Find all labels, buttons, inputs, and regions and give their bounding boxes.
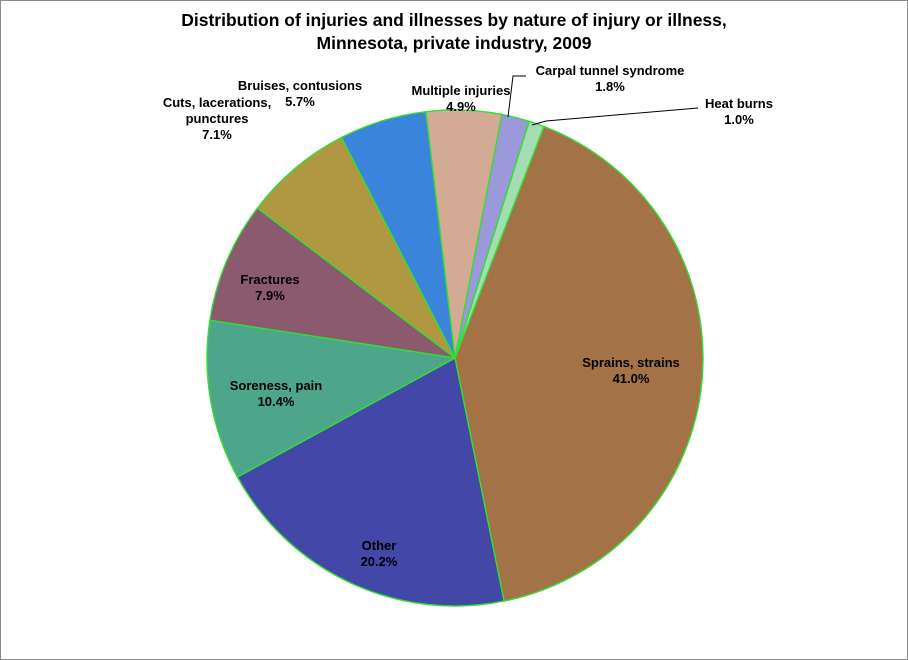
slice-label-bruises-contusions: Bruises, contusions xyxy=(238,78,362,93)
slice-label-sprains-strains: Sprains, strains xyxy=(582,355,680,370)
slice-label-other: Other xyxy=(362,538,397,553)
slice-percent-soreness-pain: 10.4% xyxy=(258,394,295,409)
slice-percent-heat-burns: 1.0% xyxy=(724,112,754,127)
slice-label-soreness-pain: Soreness, pain xyxy=(230,378,323,393)
slice-percent-carpal-tunnel-syndrome: 1.8% xyxy=(595,79,625,94)
slice-label-cuts-lacerations-punctures-line-1: Cuts, lacerations, xyxy=(163,95,271,110)
slice-label-heat-burns: Heat burns xyxy=(705,96,773,111)
slice-percent-fractures: 7.9% xyxy=(255,288,285,303)
slice-percent-multiple-injuries: 4.9% xyxy=(446,99,476,114)
slice-percent-other: 20.2% xyxy=(361,554,398,569)
pie-slice-fractures xyxy=(209,207,456,359)
leader-line-heat-burns xyxy=(531,107,699,126)
slice-label-cuts-lacerations-punctures-line-2: punctures xyxy=(186,111,249,126)
leader-lines xyxy=(507,75,699,126)
slice-label-multiple-injuries: Multiple injuries xyxy=(412,83,511,98)
pie-slices xyxy=(206,109,704,607)
pie-slice-sprains-strains xyxy=(454,125,704,602)
pie-slice-cuts-lacerations-punctures xyxy=(256,136,456,359)
slice-label-carpal-tunnel-syndrome: Carpal tunnel syndrome xyxy=(536,63,685,78)
chart-title-line-2: Minnesota, private industry, 2009 xyxy=(317,33,592,53)
pie-slice-soreness-pain xyxy=(206,319,456,478)
pie-slice-other xyxy=(236,357,505,607)
leader-line-carpal-tunnel-syndrome xyxy=(507,75,526,118)
chart-title-line-1: Distribution of injuries and illnesses b… xyxy=(181,10,727,30)
slice-percent-bruises-contusions: 5.7% xyxy=(285,94,315,109)
slice-percent-sprains-strains: 41.0% xyxy=(613,371,650,386)
slice-label-fractures: Fractures xyxy=(240,272,299,287)
slice-percent-cuts-lacerations-punctures: 7.1% xyxy=(202,127,232,142)
